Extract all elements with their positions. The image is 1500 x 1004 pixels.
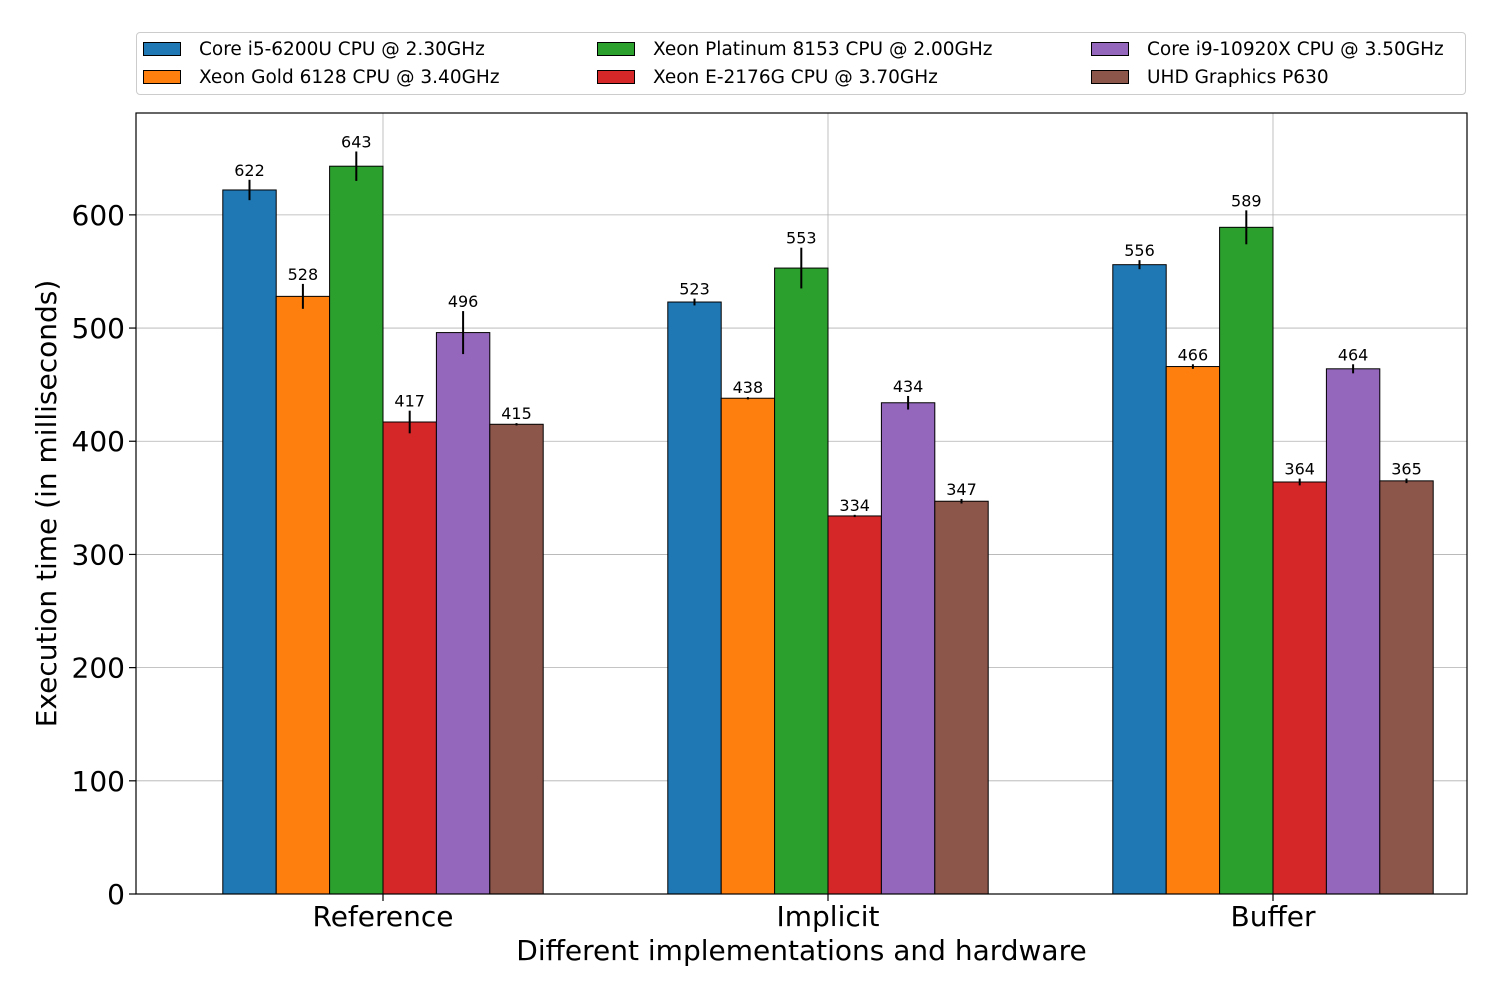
legend-swatch xyxy=(1091,42,1129,56)
data-label: 523 xyxy=(679,280,710,299)
bar xyxy=(934,500,989,895)
data-label: 466 xyxy=(1178,345,1209,364)
legend-label: Core i5-6200U CPU @ 2.30GHz xyxy=(199,38,485,60)
legend-item: Core i9-10920X CPU @ 3.50GHz xyxy=(1091,38,1444,60)
bar xyxy=(1325,368,1381,895)
bar xyxy=(1379,480,1434,895)
data-label: 464 xyxy=(1338,345,1369,364)
legend-label: UHD Graphics P630 xyxy=(1147,66,1329,88)
y-tick-label: 600 xyxy=(72,199,125,232)
legend-item: Xeon E-2176G CPU @ 3.70GHz xyxy=(597,66,938,88)
bar xyxy=(329,165,384,895)
bar xyxy=(827,515,882,895)
bar xyxy=(667,301,722,895)
data-label: 434 xyxy=(893,377,924,396)
bar xyxy=(275,295,331,895)
bar xyxy=(489,423,544,895)
legend-item: Xeon Gold 6128 CPU @ 3.40GHz xyxy=(143,66,500,88)
data-label: 622 xyxy=(234,161,265,180)
y-tick-label: 300 xyxy=(72,538,125,571)
bar xyxy=(880,402,936,895)
data-label: 589 xyxy=(1231,191,1262,210)
legend-item: UHD Graphics P630 xyxy=(1091,66,1329,88)
x-tick-label: Reference xyxy=(313,900,454,933)
bar xyxy=(1165,366,1221,895)
data-label: 417 xyxy=(394,392,425,411)
bar xyxy=(435,332,491,895)
bar xyxy=(1272,481,1327,895)
bar xyxy=(222,189,277,895)
data-label: 347 xyxy=(946,480,977,499)
legend: Core i5-6200U CPU @ 2.30GHz Xeon Gold 61… xyxy=(136,32,1466,95)
data-label: 438 xyxy=(733,378,764,397)
bar xyxy=(1219,226,1274,895)
data-label: 553 xyxy=(786,229,817,248)
legend-item: Xeon Platinum 8153 CPU @ 2.00GHz xyxy=(597,38,993,60)
x-tick-label: Buffer xyxy=(1231,900,1316,933)
data-label: 643 xyxy=(341,132,372,151)
y-tick-label: 100 xyxy=(72,765,125,798)
plot-frame xyxy=(135,112,1468,895)
y-tick-label: 200 xyxy=(72,652,125,685)
legend-swatch xyxy=(597,70,635,84)
bar xyxy=(720,397,776,895)
legend-swatch xyxy=(597,42,635,56)
legend-label: Core i9-10920X CPU @ 3.50GHz xyxy=(1147,38,1444,60)
bar xyxy=(1112,264,1167,895)
data-label: 364 xyxy=(1284,460,1315,479)
legend-label: Xeon E-2176G CPU @ 3.70GHz xyxy=(653,66,938,88)
y-tick-label: 400 xyxy=(72,425,125,458)
legend-swatch xyxy=(143,70,181,84)
legend-label: Xeon Platinum 8153 CPU @ 2.00GHz xyxy=(653,38,993,60)
data-label: 556 xyxy=(1124,241,1155,260)
data-label: 415 xyxy=(501,404,532,423)
y-axis-title: Execution time (in milliseconds) xyxy=(30,280,63,728)
x-axis-title: Different implementations and hardware xyxy=(516,934,1086,967)
legend-item: Core i5-6200U CPU @ 2.30GHz xyxy=(143,38,485,60)
bar xyxy=(774,267,829,895)
legend-swatch xyxy=(143,42,181,56)
x-tick-label: Implicit xyxy=(776,900,879,933)
bar xyxy=(382,421,437,895)
y-tick-label: 500 xyxy=(72,312,125,345)
data-label: 334 xyxy=(839,496,870,515)
legend-swatch xyxy=(1091,70,1129,84)
data-label: 365 xyxy=(1391,460,1422,479)
data-label: 528 xyxy=(288,265,319,284)
y-tick-label: 0 xyxy=(107,878,125,911)
data-label: 496 xyxy=(448,292,479,311)
legend-label: Xeon Gold 6128 CPU @ 3.40GHz xyxy=(199,66,500,88)
